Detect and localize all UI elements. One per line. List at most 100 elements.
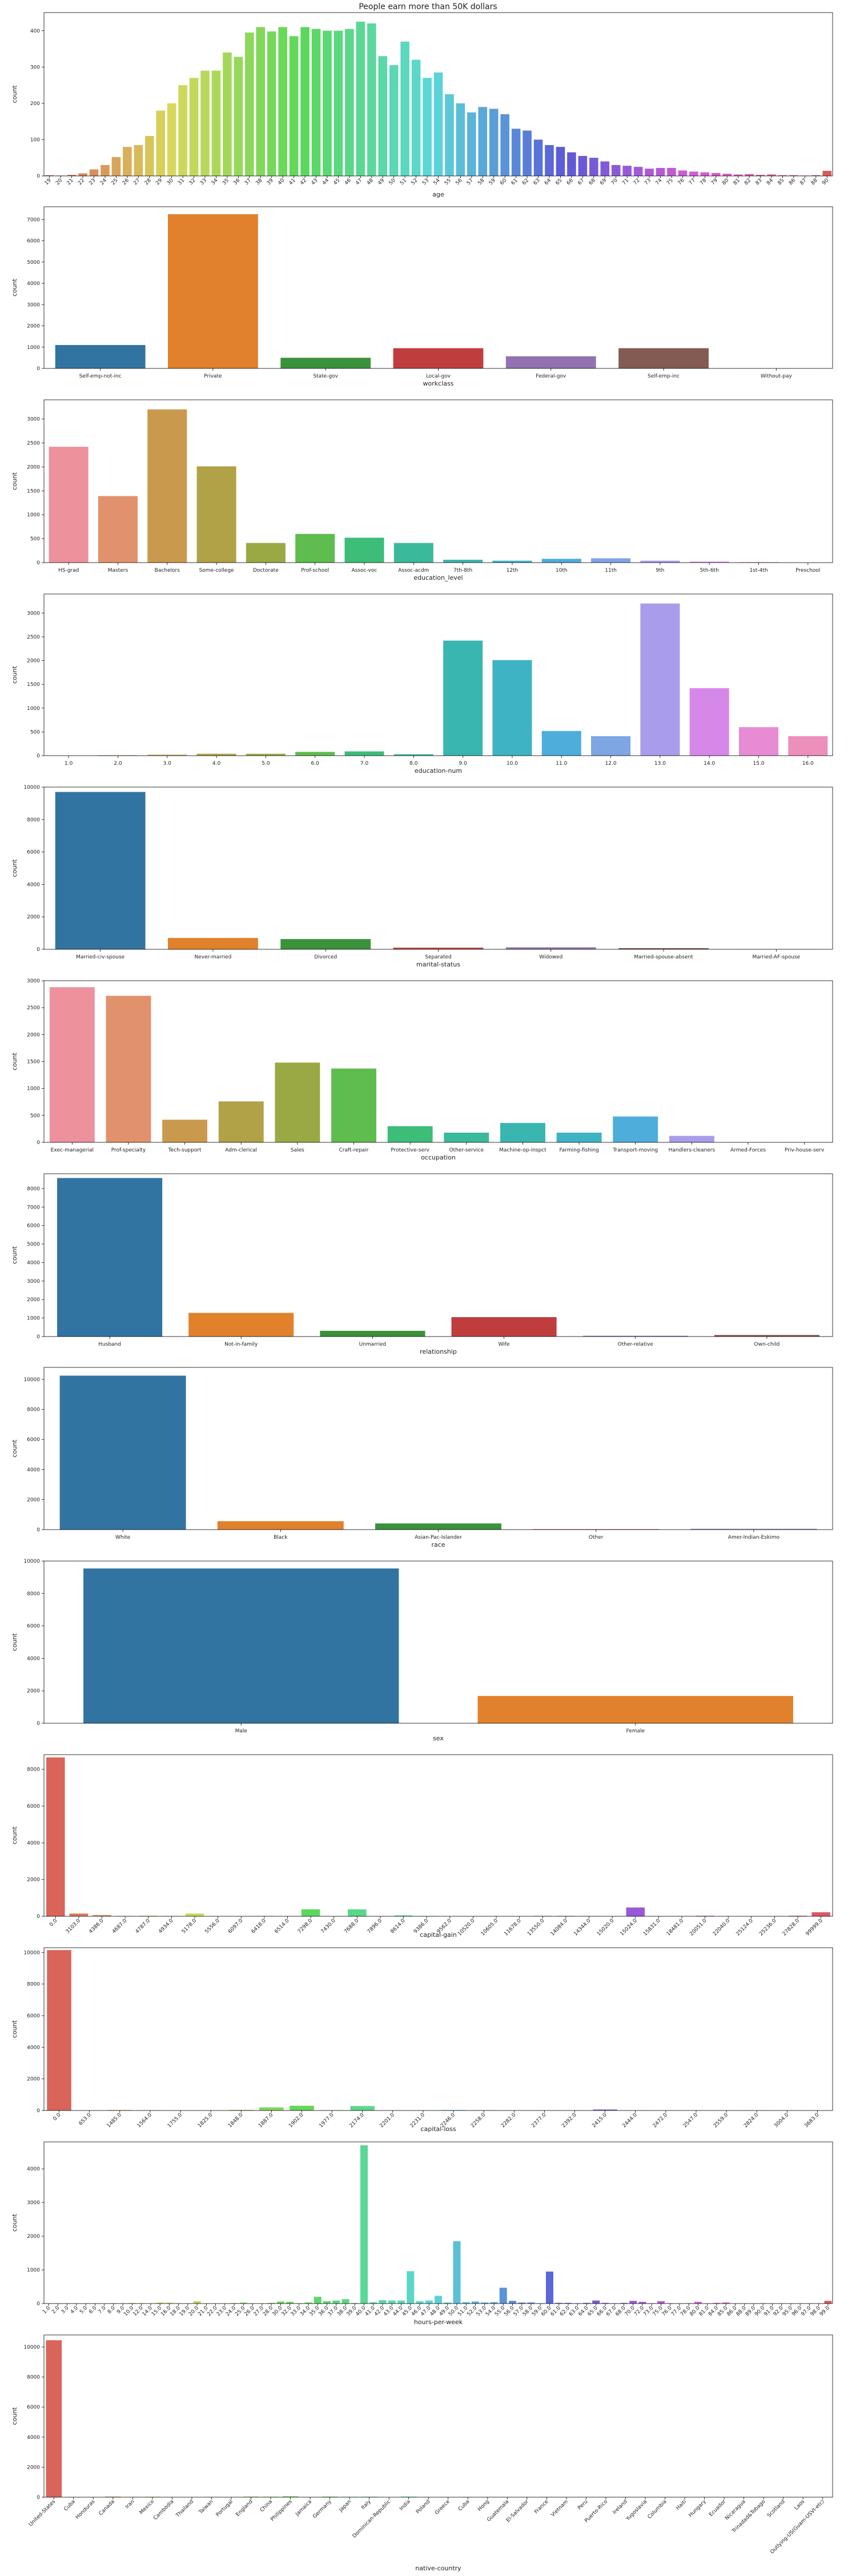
y-tick-label: 2500 [27,440,40,446]
x-axis-label: sex [433,1735,444,1742]
x-tick-label: Assoc-voc [352,568,377,573]
x-tick-label: 96.0 [791,2305,803,2317]
bar-education_level-1 [98,496,138,563]
bar-hours-per-week-84 [824,2301,832,2304]
x-tick-label: Preschool [795,568,820,573]
x-tick-label: 63.0 [568,2305,580,2317]
x-tick-label: Asian-Pac-Islander [415,1535,462,1540]
bar-hours-per-week-31 [332,2300,340,2304]
bar-hours-per-week-66 [657,2301,665,2304]
x-tick-label: 15.0 [151,2305,163,2317]
y-tick-label: 3000 [27,611,40,616]
x-tick-label: 49 [377,178,385,186]
x-tick-label: Sales [291,1147,304,1153]
bar-education_level-9 [492,560,532,563]
bar-hours-per-week-60 [601,2302,609,2304]
x-tick-label: 2.0 [51,2305,61,2315]
x-tick-label: 8614.0 [389,1918,407,1935]
bar-age-66 [778,175,787,176]
x-tick-label: Priv-house-serv [785,1147,825,1153]
x-tick-label: 80 [721,178,730,186]
x-tick-label: Portugal [215,2499,234,2518]
x-tick-label: Japan [338,2499,353,2514]
x-tick-label: Germany [312,2499,333,2520]
x-tick-label: 51.0 [457,2305,469,2317]
x-tick-label: 5178.0 [181,1918,198,1935]
bar-age-10 [156,110,166,176]
x-tick-label: Private [204,374,222,379]
x-tick-label: 86 [788,178,797,186]
x-tick-label: 7298.0 [297,1918,314,1935]
x-tick-label: 82 [744,178,752,186]
x-tick-label: 1902.0 [288,2112,305,2129]
x-tick-label: 56.0 [503,2305,515,2317]
bar-marital-status-2 [280,939,371,949]
chart-panel-marital-status: 0 2000 4000 6000 8000 10000 Married-civ-spouse… [11,785,833,968]
bar-workclass-2 [280,358,371,368]
x-axis-label: marital-status [416,961,460,968]
x-tick-label: 99.0 [819,2305,831,2317]
x-tick-label: Mexico [139,2499,156,2516]
x-tick-label: 79 [710,178,719,186]
x-tick-label: 91.0 [763,2305,775,2317]
bar-education-num-10 [541,731,581,756]
bar-age-3 [78,173,87,176]
x-tick-label: Male [235,1728,248,1734]
bar-age-7 [123,147,132,176]
x-tick-label: 10th [556,568,568,573]
x-tick-label: 4.0 [70,2305,79,2315]
x-tick-label: 4386.0 [88,1918,105,1935]
y-tick-label: 6000 [27,2013,40,2019]
bar-education_level-4 [246,543,286,563]
y-tick-label: 1000 [27,1316,40,1322]
y-tick-label: 500 [30,729,40,735]
bar-education-num-6 [344,751,384,756]
bar-age-25 [323,30,332,176]
x-tick-label: Canada [98,2499,116,2517]
x-tick-label: Federal-gov [536,374,566,379]
bar-marital-status-0 [55,792,146,949]
x-tick-label: 14084.0 [550,1918,569,1937]
bar-age-45 [545,145,554,176]
bar-hours-per-week-33 [351,2303,359,2304]
x-tick-label: 60 [499,178,508,186]
x-tick-label: 74 [654,178,663,186]
x-tick-label: 7.0 [98,2305,107,2315]
bar-age-69 [811,175,821,176]
bar-hours-per-week-48 [490,2302,498,2304]
x-tick-label: 60.0 [540,2305,552,2317]
bar-age-44 [533,139,543,176]
x-tick-label: 52.0 [466,2305,478,2317]
x-tick-label: Bachelors [155,568,180,573]
x-tick-label: 64 [544,178,552,186]
x-tick-label: 40 [277,178,286,186]
y-tick-label: 2000 [27,2465,40,2470]
x-tick-label: Craft-repair [339,1147,369,1153]
x-tick-label: 27828.0 [782,1918,801,1937]
x-tick-label: Some-college [199,568,234,573]
bar-relationship-2 [320,1330,425,1337]
x-tick-label: 57.0 [513,2305,525,2317]
y-tick-label: 2000 [27,1688,40,1694]
bar-hours-per-week-30 [323,2301,331,2304]
x-tick-label: Self-emp-not-inc [79,374,122,379]
y-tick-label: 4000 [27,281,40,287]
bar-education-num-2 [147,755,187,756]
plot-frame [43,787,833,950]
y-tick-label: 4000 [27,1656,40,1662]
x-tick-label: 95.0 [782,2305,794,2317]
y-tick-label: 6000 [27,1804,40,1809]
x-tick-label: Haiti [675,2499,688,2511]
x-tick-label: 8.0 [409,761,418,767]
bar-capital-gain-1 [69,1913,89,1916]
y-tick-label: 2000 [27,2234,40,2240]
y-tick-label: 4000 [27,1840,40,1846]
x-tick-label: 9.0 [459,761,467,767]
bar-education-num-5 [295,752,335,756]
x-tick-label: England [235,2499,254,2518]
bar-age-11 [167,103,176,176]
y-tick-label: 3000 [27,1279,40,1285]
y-tick-label: 4000 [27,2045,40,2051]
